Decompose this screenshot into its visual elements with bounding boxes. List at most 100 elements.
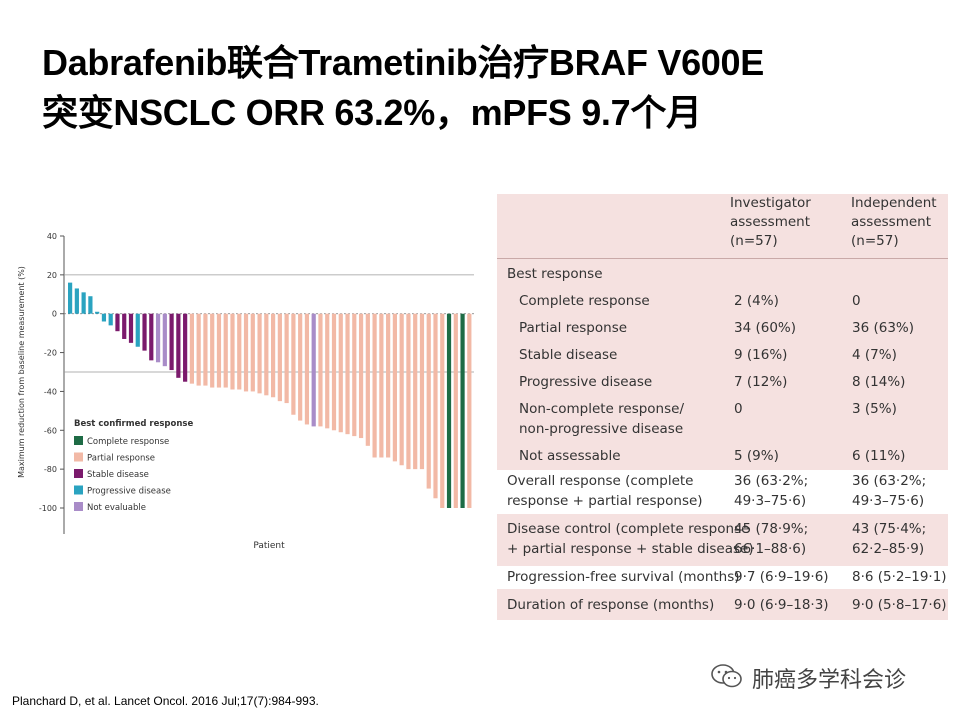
bar (318, 313, 323, 427)
legend-label: Complete response (87, 437, 169, 447)
row-independent: 0 (852, 293, 861, 309)
bar (453, 313, 458, 508)
bar (223, 313, 228, 388)
orr-label: Overall response (complete (507, 473, 694, 489)
table-row-dcr: Disease control (complete response + par… (497, 518, 948, 562)
dor-label: Duration of response (months) (507, 597, 715, 613)
bar (386, 313, 391, 458)
y-tick-label: 0 (52, 310, 57, 319)
bar (216, 313, 222, 388)
col-header-investigator: Investigator assessment (n=57) (730, 195, 811, 249)
bar (284, 313, 289, 404)
legend-swatch (74, 436, 83, 445)
bar (358, 313, 364, 439)
brand-name: 肺癌多学科会诊 (752, 668, 907, 693)
bar (426, 313, 431, 489)
legend-swatch (74, 469, 83, 478)
legend-label: Not evaluable (87, 503, 146, 513)
bar (419, 313, 425, 470)
bar (298, 313, 303, 421)
bar (264, 313, 269, 396)
row-independent: 4 (7%) (852, 347, 897, 363)
row-independent: 36 (63%) (852, 320, 915, 336)
dcr-independent: 43 (75·4%; (852, 521, 927, 537)
bar (183, 313, 188, 382)
legend-title: Best confirmed response (74, 419, 193, 429)
bar (413, 313, 418, 470)
bar (101, 313, 107, 322)
y-tick-label: -60 (44, 426, 57, 435)
row-independent: 8 (14%) (852, 374, 906, 390)
orr-independent-ci: 49·3–75·6) (852, 493, 925, 509)
row-label-line2: non-progressive disease (519, 421, 684, 437)
bar (142, 313, 147, 351)
bar (406, 313, 411, 470)
bar (155, 313, 161, 363)
header-divider (497, 258, 948, 259)
bar (115, 313, 120, 332)
slide-title-line1: Dabrafenib联合Trametinib治疗BRAF V600E (42, 42, 764, 83)
x-axis-label: Patient (253, 541, 285, 551)
response-table: Investigator assessment (n=57) Independe… (497, 194, 948, 620)
row-investigator: 2 (4%) (734, 293, 779, 309)
bar (68, 282, 73, 314)
pfs-label: Progression-free survival (months) (507, 569, 740, 585)
bar (210, 313, 215, 388)
orr-label-line2: response + partial response) (507, 493, 703, 509)
legend-label: Stable disease (87, 470, 149, 480)
bar (325, 313, 330, 429)
y-axis-label: Maximum reduction from baseline measurem… (17, 266, 26, 478)
dor-independent: 9·0 (5·8–17·6) (852, 597, 947, 613)
dcr-label-line2: + partial response + stable disease) (507, 541, 754, 557)
bar (230, 313, 235, 390)
bar (304, 313, 310, 425)
bar (338, 313, 343, 433)
dcr-investigator-ci: 66·1–88·6) (734, 541, 807, 557)
bar (446, 313, 452, 508)
table-row-pfs: Progression-free survival (months) 9·7 (… (497, 566, 948, 589)
orr-investigator: 36 (63·2%; (734, 473, 809, 489)
orr-investigator-ci: 49·3–75·6) (734, 493, 807, 509)
bar (135, 313, 140, 347)
bar (345, 313, 350, 435)
row-investigator: 0 (734, 401, 743, 417)
bar (379, 313, 384, 458)
pfs-independent: 8·6 (5·2–19·1) (852, 569, 947, 585)
row-investigator: 34 (60%) (734, 320, 797, 336)
col-header-independent: Independent assessment (n=57) (851, 195, 937, 249)
bar (189, 313, 194, 384)
citation: Planchard D, et al. Lancet Oncol. 2016 J… (12, 694, 319, 708)
bar (271, 313, 276, 398)
section-label: Best response (507, 266, 603, 282)
table-row-dor: Duration of response (months) 9·0 (6·9–1… (497, 594, 948, 617)
bar (257, 313, 262, 394)
legend-label: Progressive disease (87, 487, 171, 497)
bar (460, 313, 465, 508)
legend-swatch (74, 485, 83, 495)
bar (243, 313, 249, 392)
bar (250, 313, 255, 392)
bar (372, 313, 377, 458)
dcr-investigator: 45 (78·9%; (734, 521, 809, 537)
y-tick-label: -40 (44, 387, 57, 396)
bar (74, 288, 79, 314)
dcr-independent-ci: 62·2–85·9) (852, 541, 925, 557)
slide-title-line2: 突变NSCLC ORR 63.2%，mPFS 9.7个月 (42, 92, 702, 133)
bar (162, 313, 167, 367)
row-investigator: 5 (9%) (734, 448, 779, 464)
bar (277, 313, 282, 402)
row-investigator: 9 (16%) (734, 347, 788, 363)
bar (467, 313, 472, 508)
row-investigator: 7 (12%) (734, 374, 788, 390)
bar (365, 313, 370, 446)
bar (399, 313, 404, 466)
orr-independent: 36 (63·2%; (852, 473, 927, 489)
bar (237, 313, 242, 390)
bar (108, 313, 113, 326)
table-row-orr: Overall response (complete response + pa… (497, 470, 948, 514)
bar (128, 313, 134, 343)
bar (291, 313, 296, 415)
row-label: Progressive disease (519, 374, 653, 390)
bar (149, 313, 154, 361)
bar (331, 313, 337, 431)
